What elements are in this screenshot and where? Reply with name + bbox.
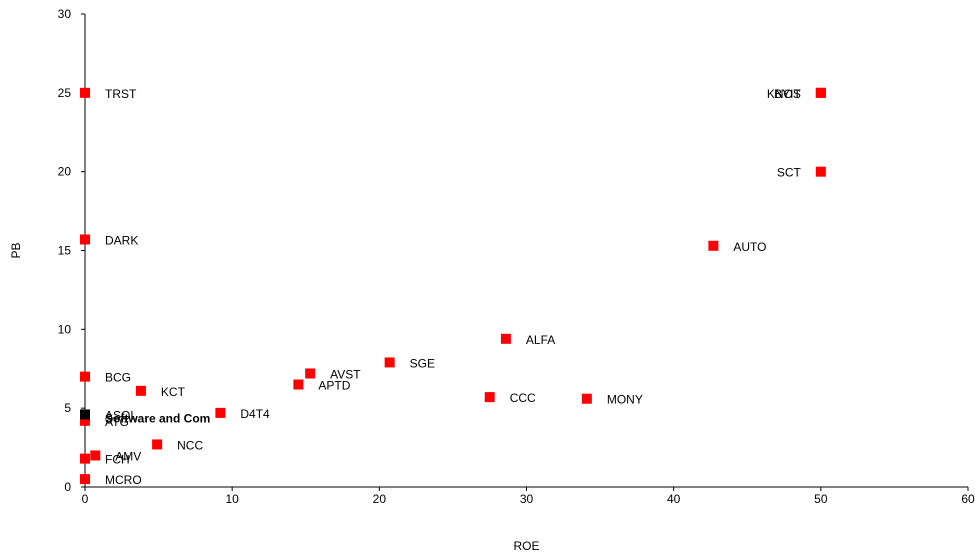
data-point-label: ASOL [105, 408, 137, 422]
x-tick-label: 40 [667, 492, 681, 506]
data-point-label: CCC [510, 391, 536, 405]
data-point-label: ATG [105, 415, 129, 429]
highlight-marker [80, 409, 90, 420]
data-point-marker [80, 453, 90, 464]
data-point-label: SGE [410, 356, 435, 370]
data-point-label: TRST [105, 87, 137, 101]
data-point-label: DARK [105, 233, 138, 247]
data-point-marker [581, 393, 592, 404]
y-tick-label: 5 [64, 401, 71, 415]
x-tick-label: 60 [961, 492, 975, 506]
data-point-marker [152, 439, 163, 450]
y-tick-label: 25 [58, 86, 72, 100]
data-point-label: MCRO [105, 473, 142, 487]
data-point-marker [484, 392, 495, 403]
data-point-marker [708, 240, 719, 251]
data-point-marker [80, 87, 90, 98]
y-tick-label: 10 [58, 322, 72, 336]
data-point-label: KNOS [767, 87, 801, 101]
data-point-marker [305, 368, 316, 379]
x-tick-label: 30 [520, 492, 534, 506]
data-point-marker [80, 234, 90, 245]
data-point-label: AVST [330, 367, 361, 381]
data-point-label: D4T4 [240, 407, 270, 421]
y-tick-label: 20 [58, 165, 72, 179]
data-point-marker [815, 166, 826, 177]
data-point-marker [815, 87, 826, 98]
data-point-label: FCH [105, 453, 130, 467]
data-point-label: AUTO [733, 240, 766, 254]
data-point-marker [90, 450, 101, 461]
y-axis-title: PB [9, 242, 23, 258]
y-tick-label: 15 [58, 244, 72, 258]
data-point-marker [80, 371, 90, 382]
x-tick-label: 10 [225, 492, 239, 506]
data-point-label: BYIT [774, 87, 801, 101]
data-point-label: SCT [777, 166, 802, 180]
data-point-label: APTD [318, 379, 350, 393]
data-point-marker [80, 415, 90, 426]
y-tick-label: 0 [64, 480, 71, 494]
y-ticks: 0 5 10 15 20 25 30 [58, 7, 85, 494]
data-point-marker [80, 474, 90, 485]
highlight-group: Software and Com [80, 409, 210, 425]
data-point-marker [384, 357, 395, 368]
data-point-label: KCT [161, 385, 186, 399]
data-point-label: MONY [607, 393, 643, 407]
data-point-marker [500, 333, 511, 344]
data-point-label: NCC [177, 438, 203, 452]
data-point-marker [293, 379, 304, 390]
data-point-label: AMV [115, 449, 141, 463]
data-point-marker [215, 407, 226, 418]
x-tick-label: 50 [814, 492, 828, 506]
x-tick-label: 20 [373, 492, 387, 506]
y-tick-label: 30 [58, 7, 72, 21]
highlight-label: Software and Com [105, 411, 210, 425]
data-point-label: BCG [105, 371, 131, 385]
data-point-label: ALFA [526, 333, 555, 347]
x-ticks: 0 10 20 30 40 50 60 [82, 487, 975, 506]
x-axis-title: ROE [513, 539, 539, 553]
data-point-marker [135, 385, 146, 396]
x-tick-label: 0 [82, 492, 89, 506]
